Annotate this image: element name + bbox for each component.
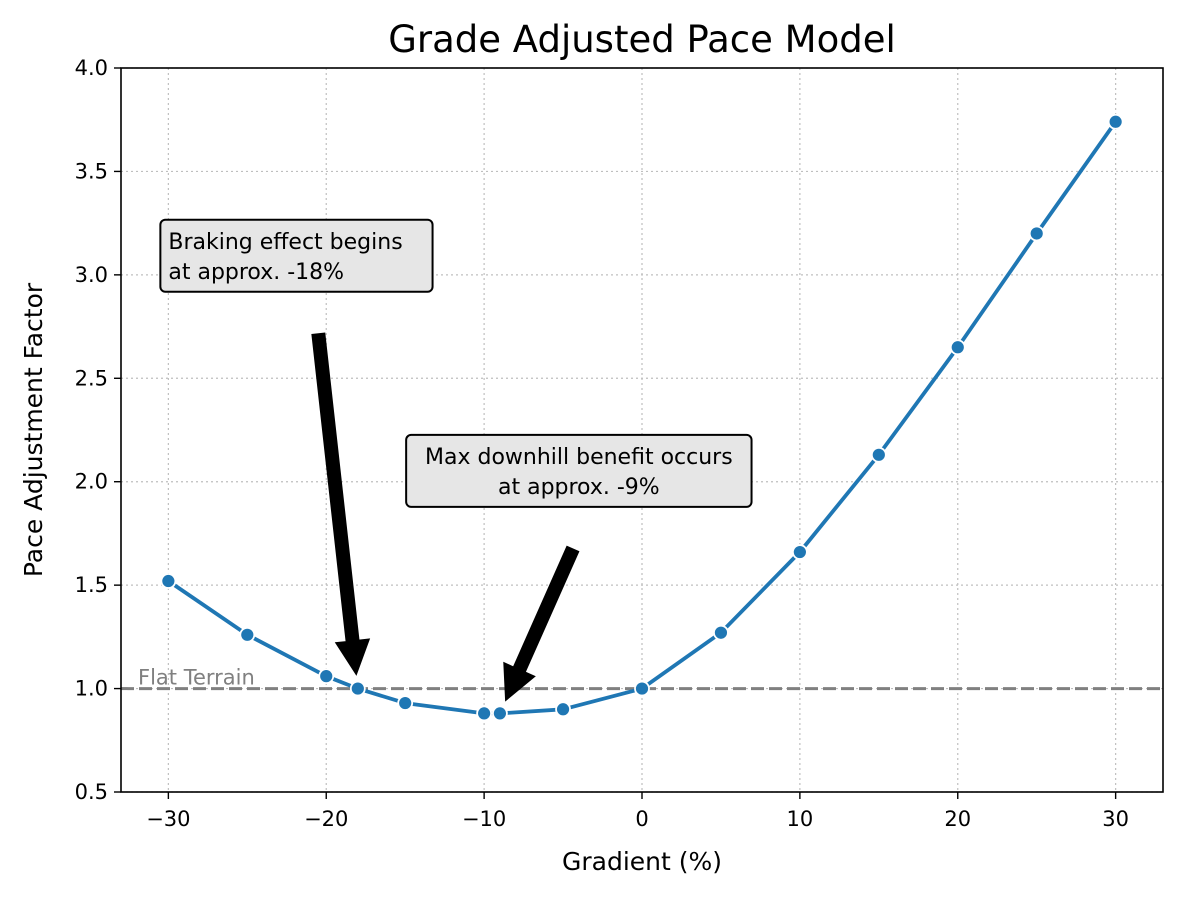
- y-axis-title: Pace Adjustment Factor: [19, 282, 48, 577]
- annotation-text: Braking effect begins: [168, 230, 402, 255]
- y-tick-label: 3.5: [75, 159, 108, 183]
- x-axis: −30 −20 −10 0 10 20 30: [146, 792, 1129, 831]
- x-tick-label: 20: [944, 807, 971, 831]
- data-point: [239, 626, 256, 643]
- annotation-arrow: [311, 332, 371, 676]
- y-tick-label: 1.5: [75, 573, 108, 597]
- x-axis-title: Gradient (%): [562, 847, 722, 876]
- annotation-box: [405, 433, 753, 508]
- data-point: [1107, 113, 1124, 130]
- x-tick-label: −30: [146, 807, 190, 831]
- data-point: [476, 705, 493, 722]
- data-point: [791, 544, 808, 560]
- y-axis: 0.5 1.0 1.5 2.0 2.5 3.0 3.5 4.0: [75, 56, 121, 804]
- data-point: [160, 573, 177, 589]
- y-tick-label: 2.0: [75, 470, 108, 494]
- annotation-box: [159, 218, 434, 293]
- y-tick-label: 2.5: [75, 366, 108, 390]
- annotation-arrow: [503, 545, 580, 702]
- data-point: [713, 624, 729, 641]
- y-tick-label: 1.0: [75, 677, 108, 701]
- reference-line-layer: Flat Terrain: [121, 666, 1163, 691]
- y-tick-label: 0.5: [75, 780, 108, 804]
- data-point: [492, 705, 508, 722]
- annotation-text: at approx. -18%: [168, 260, 344, 285]
- chart-title: Grade Adjusted Pace Model: [388, 18, 896, 61]
- data-point: [1028, 225, 1045, 242]
- x-tick-label: 10: [787, 807, 814, 831]
- x-tick-label: 30: [1102, 807, 1129, 831]
- data-point: [634, 680, 650, 697]
- x-tick-label: 0: [635, 807, 648, 831]
- x-tick-label: −10: [462, 807, 506, 831]
- reference-line-label: Flat Terrain: [138, 666, 255, 690]
- series-layer: [160, 113, 1124, 722]
- data-point: [555, 701, 571, 718]
- data-point: [949, 339, 966, 356]
- data-point: [349, 680, 366, 697]
- data-point: [397, 695, 414, 711]
- data-point: [870, 446, 887, 463]
- annotation-layer: Braking effect begins at approx. -18% Max …: [159, 218, 753, 702]
- annotation-text: Max downhill benefit occurs: [425, 445, 733, 470]
- y-tick-label: 3.0: [75, 263, 108, 287]
- x-tick-label: −20: [304, 807, 348, 831]
- data-point: [318, 668, 335, 685]
- y-tick-label: 4.0: [75, 56, 108, 80]
- annotation-text: at approx. -9%: [498, 475, 660, 500]
